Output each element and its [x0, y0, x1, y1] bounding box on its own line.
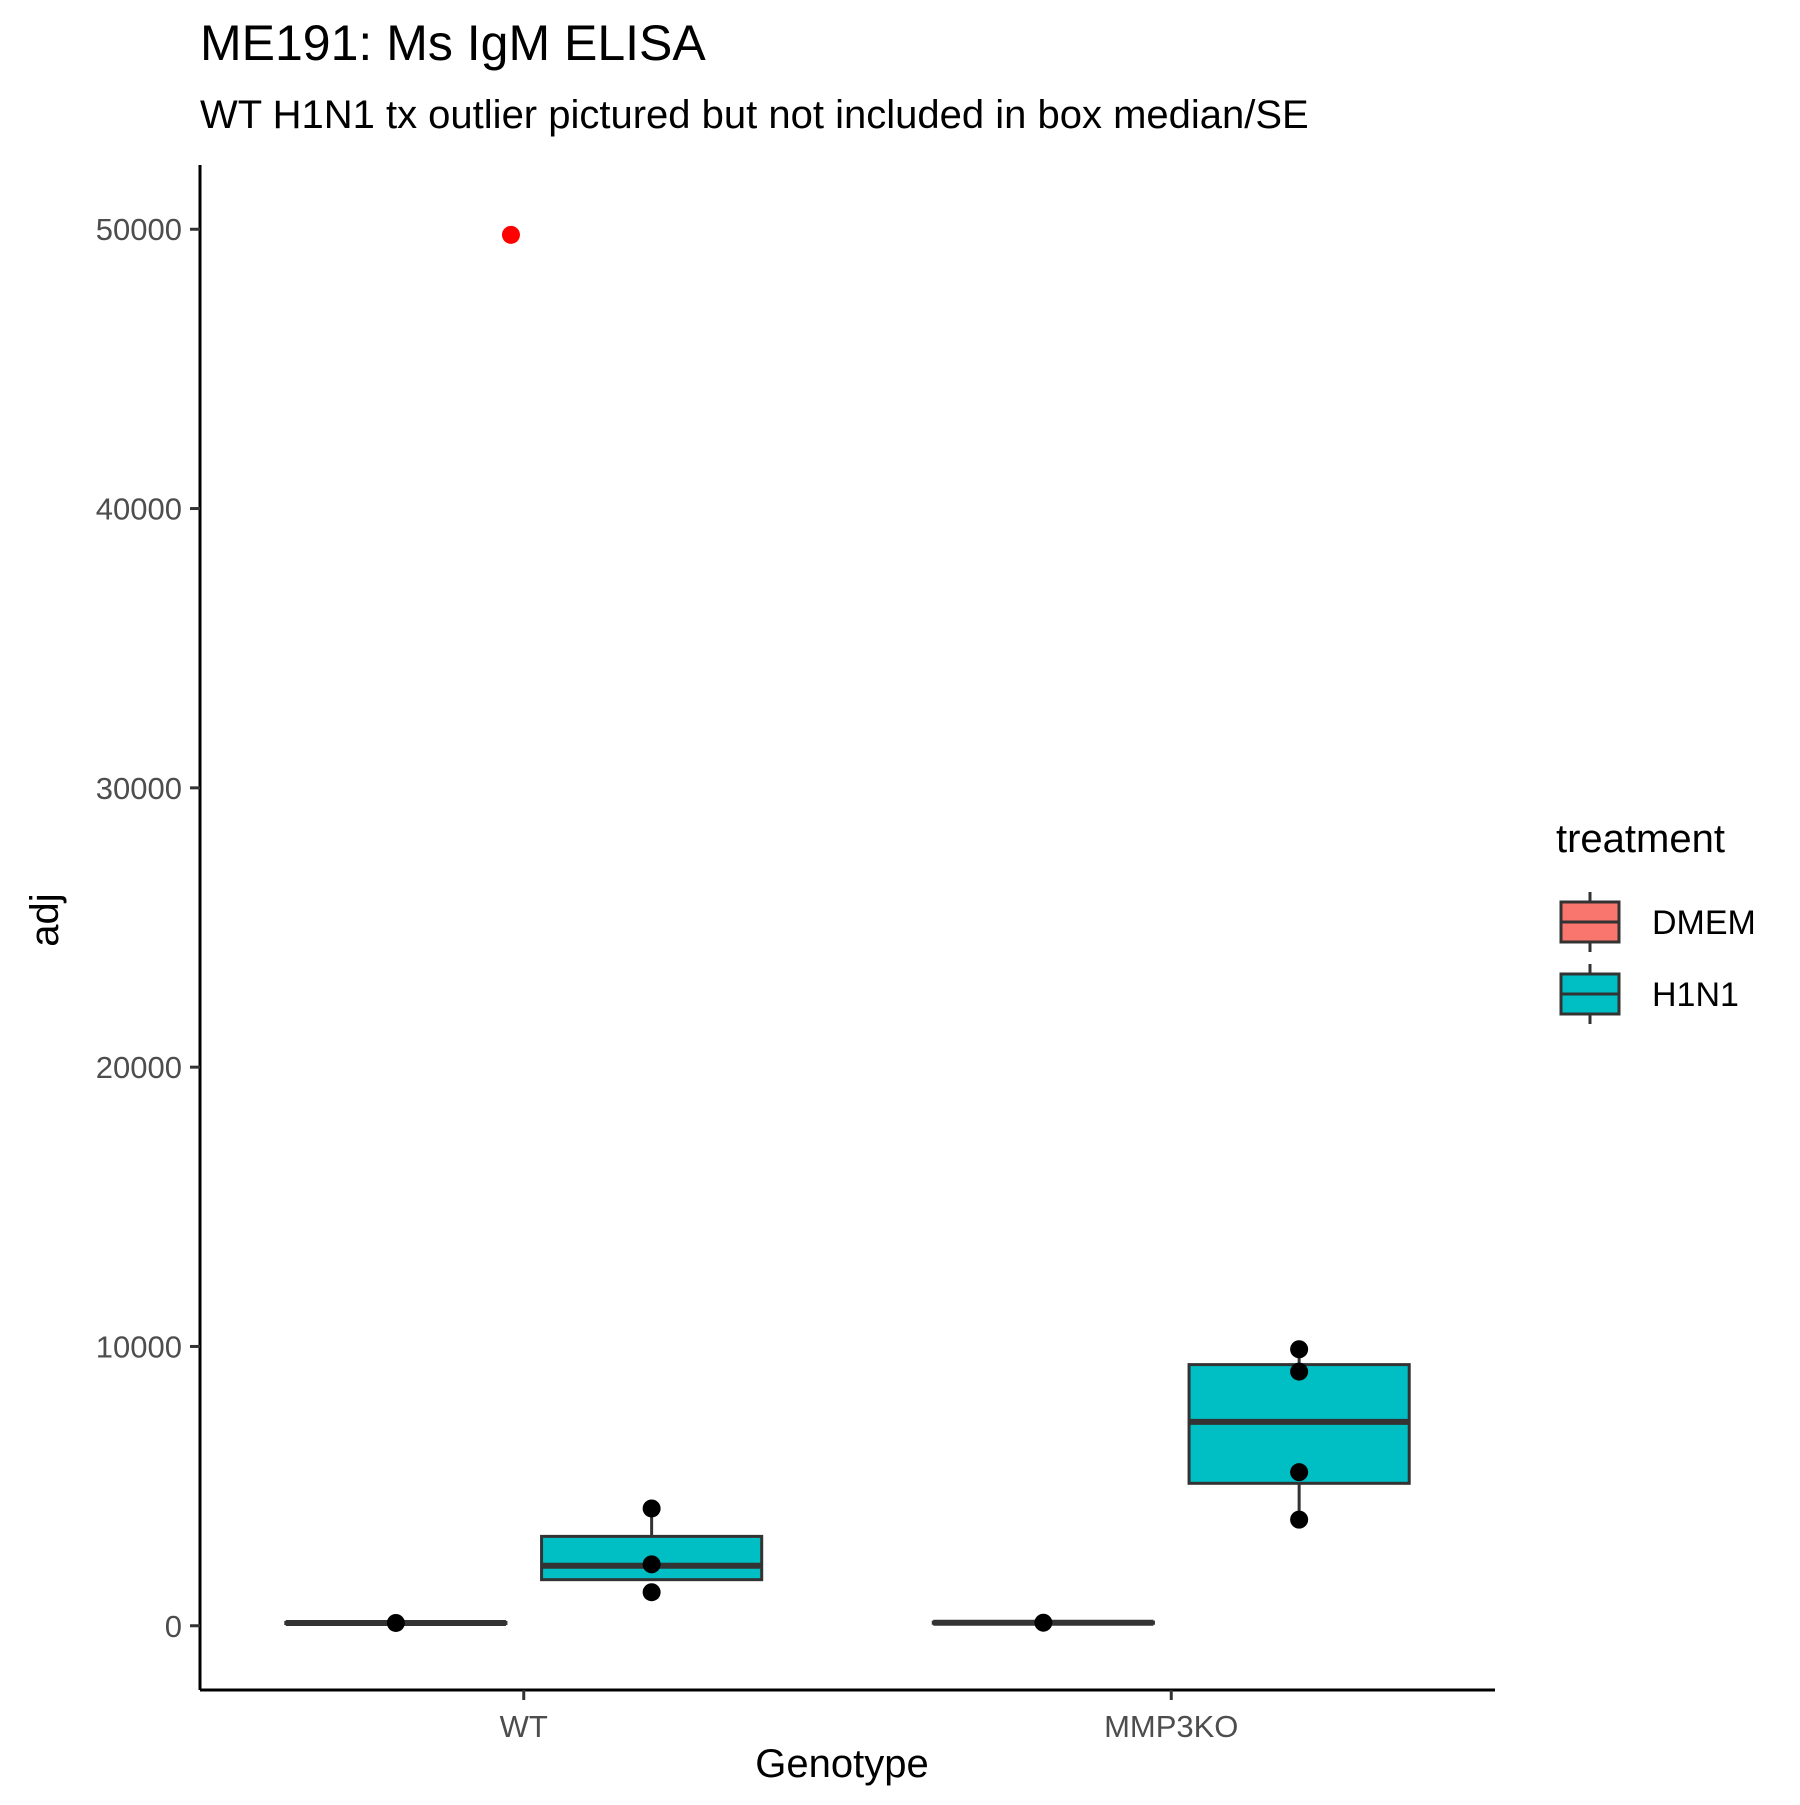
data-point: [1290, 1362, 1309, 1381]
data-point: [642, 1583, 661, 1602]
y-axis-title: adj: [23, 893, 67, 946]
y-tick-label: 30000: [96, 771, 182, 806]
legend-label: H1N1: [1652, 976, 1739, 1014]
data-point: [1034, 1613, 1053, 1632]
data-point: [386, 1613, 405, 1632]
x-axis-title: Genotype: [755, 1742, 928, 1786]
x-tick-label: WT: [500, 1709, 548, 1744]
legend-entries: DMEM H1N1: [1559, 892, 1756, 1024]
legend-title: treatment: [1556, 817, 1725, 861]
box-h1n1-wt: [540, 1499, 764, 1602]
data-point: [1290, 1510, 1309, 1529]
legend-label: DMEM: [1652, 904, 1756, 942]
y-tick-label: 50000: [96, 212, 182, 247]
y-tick-label: 10000: [96, 1329, 182, 1364]
axes: 0 10000 20000 30000 40000 50000 WT MMP3KO: [96, 165, 1495, 1744]
y-tick-label: 20000: [96, 1050, 182, 1085]
legend-item-dmem: DMEM: [1559, 892, 1756, 952]
data-point: [642, 1499, 661, 1518]
y-tick-label: 0: [165, 1609, 182, 1644]
y-tick-label: 40000: [96, 492, 182, 527]
plot-area: [284, 225, 1411, 1632]
legend: treatment DMEM H1N1: [1556, 817, 1756, 1024]
chart-title: ME191: Ms IgM ELISA: [200, 15, 706, 71]
box-dmem-wt: [284, 1613, 508, 1632]
x-tick-label: MMP3KO: [1104, 1709, 1238, 1744]
outlier-point: [501, 225, 520, 244]
box-h1n1-mmp3ko: [1187, 1340, 1411, 1529]
data-point: [1290, 1340, 1309, 1359]
legend-item-h1n1: H1N1: [1559, 964, 1739, 1024]
chart-subtitle: WT H1N1 tx outlier pictured but not incl…: [200, 93, 1309, 137]
box-dmem-mmp3ko: [931, 1613, 1155, 1632]
data-point: [642, 1555, 661, 1574]
data-point: [1290, 1463, 1309, 1482]
